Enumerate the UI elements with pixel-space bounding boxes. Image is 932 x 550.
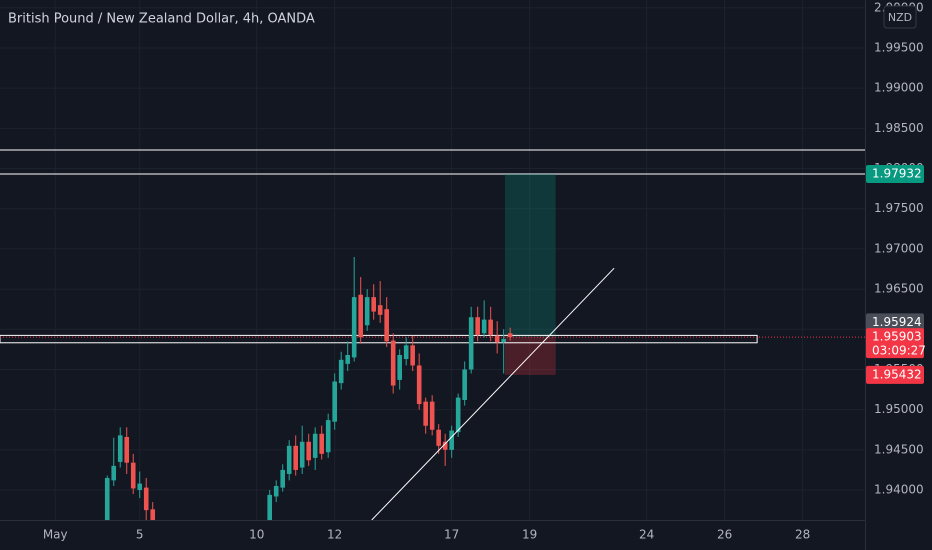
candle-body: [150, 509, 156, 520]
price-badge-label: 1.97932: [872, 167, 922, 181]
grid: [0, 0, 865, 520]
x-tick-label: 12: [327, 528, 342, 542]
y-tick-label: 1.94000: [874, 483, 924, 497]
candle-body: [436, 429, 441, 446]
candle-body: [338, 359, 344, 384]
candle-body: [280, 469, 286, 488]
candle-body: [462, 369, 467, 401]
candle-body: [397, 354, 402, 380]
candle-body: [403, 345, 409, 360]
candle-body: [358, 294, 363, 338]
trendline: [371, 267, 615, 520]
candle-body: [104, 477, 110, 520]
candle-body: [384, 309, 389, 342]
candle-body: [494, 335, 500, 343]
candle-body: [507, 333, 513, 338]
price-badge: [866, 365, 924, 384]
price-badge-label: 1.95432: [872, 367, 922, 381]
candle-body: [306, 441, 311, 461]
chart-title: British Pound / New Zealand Dollar, 4h, …: [8, 12, 315, 27]
currency-label[interactable]: NZD: [888, 11, 912, 24]
candle-body: [455, 397, 461, 433]
price-zone: [0, 334, 758, 344]
candle-body: [267, 494, 273, 520]
candle-body: [390, 340, 396, 386]
x-tick-label: 26: [717, 528, 732, 542]
y-tick-label: 1.97000: [874, 241, 924, 255]
candle-body: [449, 430, 454, 450]
candle-body: [410, 345, 415, 366]
price-badge: [866, 313, 924, 332]
candle-body: [501, 338, 506, 343]
y-tick-label: 1.97500: [874, 201, 924, 215]
price-badge-label: 1.95924: [872, 315, 922, 329]
x-tick-label: 19: [522, 528, 537, 542]
candle-body: [345, 354, 350, 364]
candle-body: [377, 305, 383, 315]
x-tick-label: 10: [249, 528, 264, 542]
price-badge-label: 1.95903: [872, 330, 922, 344]
candle-body: [137, 483, 143, 491]
candle-body: [364, 297, 370, 326]
candle-body: [286, 445, 292, 474]
candle-body: [319, 433, 324, 454]
y-tick-label: 1.99000: [874, 81, 924, 95]
y-tick-label: 1.99500: [874, 40, 924, 54]
x-tick-label: May: [43, 528, 68, 542]
y-tick-label: 1.95000: [874, 402, 924, 416]
y-tick-label: 1.98500: [874, 121, 924, 135]
x-tick-label: 5: [136, 528, 144, 542]
price-badge: [866, 328, 924, 359]
candle-body: [312, 433, 318, 458]
candle-body: [488, 319, 493, 335]
candle-body: [273, 486, 279, 497]
candle-body: [481, 319, 487, 334]
x-tick-label: 24: [639, 528, 654, 542]
candle-body: [124, 436, 130, 463]
candle-body: [429, 401, 435, 430]
candle-body: [143, 487, 149, 511]
candle-body: [468, 317, 474, 370]
target-zone: [504, 174, 556, 338]
candle-body: [117, 435, 123, 462]
x-tick-label: 28: [795, 528, 810, 542]
candle-body: [351, 297, 357, 358]
candle-body: [293, 445, 298, 470]
candle-body: [475, 317, 480, 335]
candle-body: [416, 365, 422, 405]
candle-body: [332, 381, 337, 422]
candle-body: [299, 441, 305, 468]
x-tick-label: 17: [444, 528, 459, 542]
candle-body: [423, 401, 428, 426]
candle-body: [371, 297, 376, 312]
countdown: 03:09:27: [872, 344, 926, 358]
y-tick-label: 1.96500: [874, 282, 924, 296]
candle-body: [325, 420, 331, 453]
candle-body: [442, 441, 448, 450]
currency-button[interactable]: [883, 5, 917, 29]
plot-area: [0, 149, 865, 520]
candle-body: [130, 462, 136, 489]
price-badge: [866, 165, 924, 184]
candle-body: [111, 465, 117, 481]
y-tick-label: 1.94500: [874, 442, 924, 456]
